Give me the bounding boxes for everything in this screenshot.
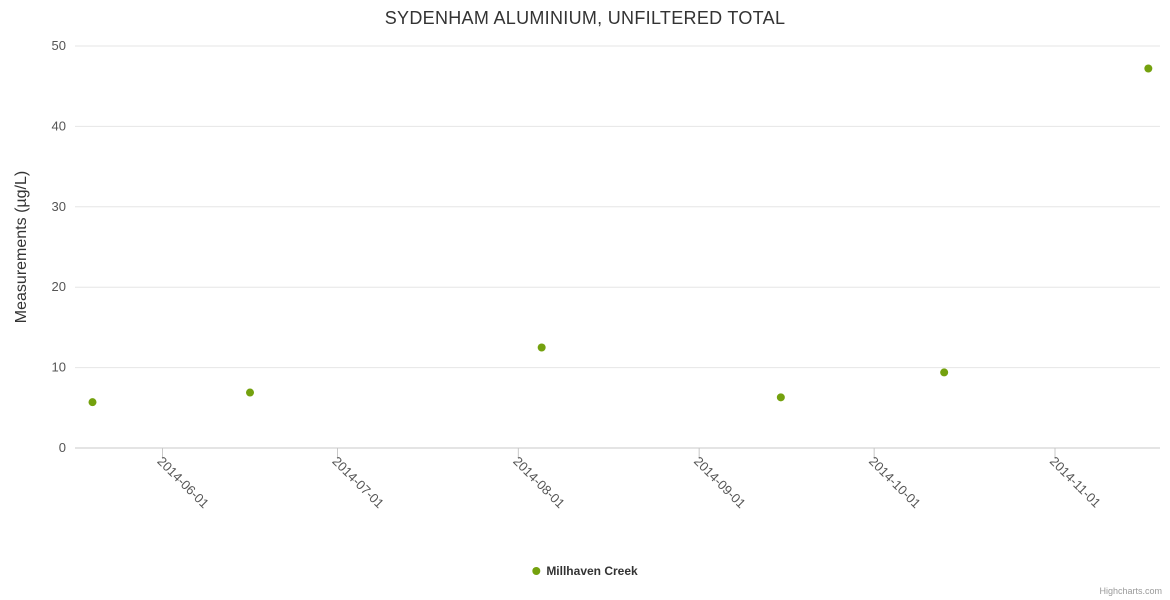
y-tick-label: 40: [52, 118, 66, 133]
data-point[interactable]: [776, 393, 785, 402]
x-tick-label: 2014-08-01: [510, 454, 568, 512]
y-tick-label: 10: [52, 360, 66, 375]
x-tick-label: 2014-11-01: [1047, 454, 1104, 511]
data-point[interactable]: [88, 398, 97, 407]
chart-title: SYDENHAM ALUMINIUM, UNFILTERED TOTAL: [384, 8, 786, 28]
y-tick-label: 30: [52, 199, 66, 214]
highcharts-credits-link[interactable]: Highcharts.com: [1099, 586, 1162, 596]
y-tick-label: 0: [59, 440, 66, 455]
data-point[interactable]: [1144, 64, 1153, 73]
legend-marker-icon: [532, 567, 541, 575]
y-tick-label: 20: [52, 279, 66, 294]
data-point[interactable]: [246, 388, 254, 397]
data-point[interactable]: [537, 343, 546, 352]
legend-label: Millhaven Creek: [546, 564, 638, 578]
x-tick-label: 2014-07-01: [329, 454, 387, 512]
x-tick-label: 2014-10-01: [866, 454, 924, 512]
data-point[interactable]: [940, 368, 949, 377]
legend-item-millhaven-creek[interactable]: Millhaven Creek: [532, 564, 638, 578]
x-tick-label: 2014-09-01: [691, 454, 749, 512]
y-tick-label: 50: [52, 38, 66, 53]
x-tick-label: 2014-06-01: [154, 454, 212, 512]
